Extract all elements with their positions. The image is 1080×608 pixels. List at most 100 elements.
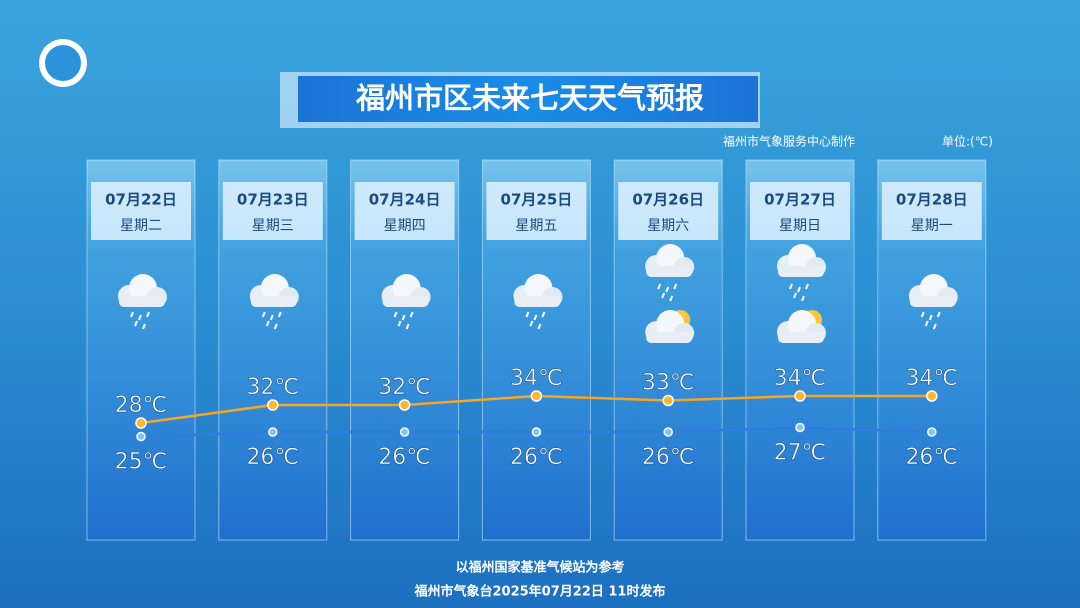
rain-cloud-icon xyxy=(118,274,167,307)
credit: 福州市气象服务中心制作 xyxy=(723,134,855,149)
rain-cloud-icon xyxy=(249,274,299,307)
rain-drop xyxy=(409,311,414,318)
cloud-icon xyxy=(645,310,695,343)
rain-drop xyxy=(142,323,146,330)
rain-drop xyxy=(936,311,941,318)
rain-drop xyxy=(393,311,398,318)
rain-drop xyxy=(273,323,278,330)
point xyxy=(530,390,543,402)
weekday: 星期一 xyxy=(911,218,953,234)
cloud-part xyxy=(250,296,297,307)
high-temp: 34℃ xyxy=(774,366,827,391)
point xyxy=(398,399,411,411)
rain-drop xyxy=(405,323,410,330)
day-header xyxy=(618,182,719,240)
rain-drop xyxy=(146,311,150,318)
cloud-part xyxy=(382,296,429,307)
date: 07月25日 xyxy=(501,191,573,209)
unit: 单位:(℃) xyxy=(942,134,993,149)
high-temp: 32℃ xyxy=(378,375,431,400)
day-header xyxy=(486,182,587,240)
cloud-part xyxy=(646,266,693,277)
rain-cloud-icon xyxy=(777,244,826,277)
point xyxy=(135,417,147,429)
point xyxy=(926,390,938,402)
high-temp: 33℃ xyxy=(642,371,695,396)
weekday: 星期四 xyxy=(384,218,426,234)
rain-drop xyxy=(265,320,270,327)
rain-drop xyxy=(541,311,546,318)
rain-drop xyxy=(805,283,809,290)
day-header xyxy=(222,182,323,240)
weekday: 星期三 xyxy=(252,218,294,234)
title-box xyxy=(298,76,758,122)
rain-cloud-icon xyxy=(908,274,958,307)
weekday: 星期二 xyxy=(120,218,162,234)
rain-drop xyxy=(801,295,805,302)
date: 07月24日 xyxy=(369,191,441,209)
high-temp: 34℃ xyxy=(905,366,958,391)
rain-drop xyxy=(130,311,134,318)
date: 07月27日 xyxy=(764,191,836,209)
low-temp: 27℃ xyxy=(774,441,827,466)
rain-drop xyxy=(277,311,282,318)
point xyxy=(136,431,146,442)
title: 福州市区未来七天天气预报 xyxy=(355,81,704,115)
low-temp: 26℃ xyxy=(378,445,431,470)
logo-inner xyxy=(45,45,81,81)
footer-issued: 福州市气象台2025年07月22日 11时发布 xyxy=(414,584,666,600)
weekday: 星期五 xyxy=(515,218,557,234)
rain-drop xyxy=(525,311,530,318)
day-header xyxy=(750,182,850,240)
weekday: 星期日 xyxy=(779,218,821,234)
point xyxy=(795,422,805,433)
low-temp: 26℃ xyxy=(246,445,299,470)
low-temp: 26℃ xyxy=(510,445,563,470)
cloud-part xyxy=(778,266,824,277)
rain-cloud-icon xyxy=(513,274,563,307)
rain-drop xyxy=(673,283,678,290)
rain-drop xyxy=(793,292,797,299)
point xyxy=(267,399,279,411)
rain-cloud-icon xyxy=(645,244,695,277)
rain-drop xyxy=(920,311,925,318)
day-header xyxy=(881,182,982,240)
cloud-part xyxy=(909,296,956,307)
low-temp: 25℃ xyxy=(115,450,168,475)
point xyxy=(531,427,542,437)
day-header xyxy=(91,182,191,240)
rain-drop xyxy=(932,323,937,330)
weekday: 星期六 xyxy=(647,218,689,234)
point xyxy=(663,427,673,437)
rain-drop xyxy=(401,314,406,321)
date: 07月22日 xyxy=(105,191,177,209)
day-header xyxy=(354,182,455,240)
rain-drop xyxy=(661,292,666,299)
footer-basis: 以福州国家基准气候站为参考 xyxy=(455,560,624,576)
cloud-part xyxy=(119,296,165,307)
point xyxy=(927,427,937,437)
cloud-part xyxy=(778,332,824,343)
cloud-icon xyxy=(777,310,826,343)
high-temp: 34℃ xyxy=(510,366,563,391)
cloud-part xyxy=(646,332,693,343)
rain-drop xyxy=(669,295,674,302)
rain-drop xyxy=(537,323,542,330)
rain-drop xyxy=(529,320,534,327)
date: 07月23日 xyxy=(237,191,309,209)
date: 07月28日 xyxy=(896,191,968,209)
rain-drop xyxy=(533,314,538,321)
point xyxy=(794,390,806,402)
rain-cloud-icon xyxy=(381,274,431,307)
point xyxy=(268,427,278,437)
rain-drop xyxy=(657,283,662,290)
low-temp: 26℃ xyxy=(642,445,695,470)
rain-drop xyxy=(928,314,933,321)
rain-drop xyxy=(261,311,266,318)
high-temp: 28℃ xyxy=(115,393,168,418)
low-temp: 26℃ xyxy=(905,445,958,470)
high-temp: 32℃ xyxy=(246,375,299,400)
rain-drop xyxy=(138,314,142,321)
